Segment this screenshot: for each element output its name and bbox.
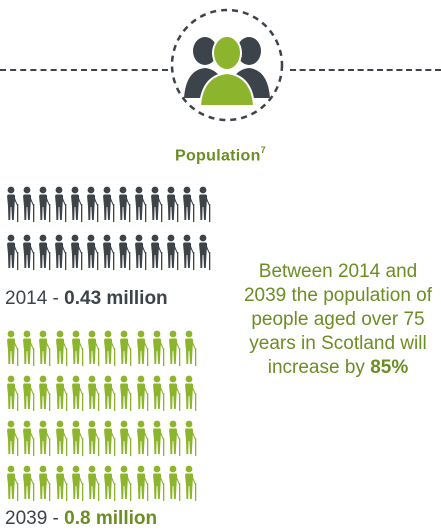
elderly-person-icon: [55, 420, 67, 456]
elderly-person-icon: [7, 420, 19, 456]
elderly-person-icon: [71, 330, 84, 366]
elderly-person-icon: [39, 330, 51, 366]
elderly-person-icon: [168, 465, 181, 501]
elderly-person-icon: [152, 420, 164, 456]
icon-row: [5, 330, 197, 366]
elderly-person-icon: [7, 186, 19, 222]
icon-row: [5, 465, 197, 501]
elderly-person-icon: [104, 375, 116, 411]
elderly-person-icon: [104, 420, 116, 456]
dashed-divider-right: [290, 69, 441, 71]
elderly-person-icon: [7, 234, 19, 270]
elderly-person-icon: [55, 186, 67, 222]
elderly-person-icon: [119, 234, 131, 270]
dashed-divider-left: [0, 69, 168, 71]
stat-2039-label: 2039 - 0.8 million: [5, 508, 157, 530]
elderly-person-icon: [55, 375, 67, 411]
stat-2039-value: 0.8 million: [64, 508, 158, 529]
elderly-person-icon: [39, 420, 51, 456]
elderly-person-icon: [23, 234, 35, 270]
elderly-person-icon: [152, 375, 164, 411]
elderly-person-icon: [55, 330, 67, 366]
section-title-text: Population: [175, 147, 261, 165]
elderly-person-icon: [136, 465, 148, 501]
elderly-person-icon: [199, 234, 211, 270]
icon-row: [5, 234, 211, 270]
elderly-person-icon: [88, 375, 100, 411]
elderly-person-icon: [185, 330, 197, 366]
elderly-person-icon: [167, 234, 179, 270]
elderly-person-icon: [103, 186, 115, 222]
fact-highlight: 85%: [370, 357, 409, 378]
elderly-person-icon: [55, 234, 67, 270]
elderly-person-icon: [39, 465, 51, 501]
elderly-person-icon: [120, 420, 132, 456]
elderly-person-icon: [23, 465, 35, 501]
stat-2014-year: 2014: [5, 288, 48, 309]
elderly-person-icon: [120, 375, 132, 411]
elderly-person-icon: [87, 186, 99, 222]
elderly-person-icon: [104, 330, 116, 366]
elderly-person-icon: [23, 375, 35, 411]
icon-row: [5, 420, 197, 456]
elderly-person-icon: [119, 186, 131, 222]
elderly-person-icon: [87, 234, 99, 270]
elderly-person-icon: [135, 234, 147, 270]
fact-body: Between 2014 and 2039 the population of …: [243, 261, 433, 378]
elderly-person-icon: [7, 375, 19, 411]
elderly-person-icon: [71, 420, 84, 456]
elderly-person-icon: [152, 330, 164, 366]
elderly-person-icon: [88, 330, 100, 366]
elderly-person-icon: [103, 234, 115, 270]
elderly-person-icon: [7, 330, 19, 366]
elderly-person-icon: [183, 186, 195, 222]
elderly-person-icon: [151, 234, 163, 270]
elderly-person-icon: [71, 465, 84, 501]
elderly-person-icon: [88, 465, 100, 501]
stat-2014-label: 2014 - 0.43 million: [5, 288, 168, 310]
elderly-person-icon: [39, 375, 51, 411]
elderly-person-icon: [120, 465, 132, 501]
elderly-person-icon: [135, 186, 147, 222]
elderly-person-icon: [55, 465, 67, 501]
section-title: Population7: [0, 145, 441, 165]
icon-row: [5, 186, 211, 222]
elderly-person-icon: [23, 330, 35, 366]
elderly-person-icon: [168, 330, 181, 366]
people-group-icon: [170, 8, 284, 122]
elderly-person-icon: [151, 186, 163, 222]
elderly-person-icon: [104, 465, 116, 501]
elderly-person-icon: [7, 465, 19, 501]
elderly-person-icon: [71, 186, 83, 222]
elderly-person-icon: [88, 420, 100, 456]
icon-row: [5, 375, 197, 411]
elderly-person-icon: [39, 186, 51, 222]
elderly-person-icon: [183, 234, 195, 270]
elderly-person-icon: [120, 330, 132, 366]
elderly-person-icon: [185, 465, 197, 501]
stat-2014-separator: -: [47, 288, 65, 309]
elderly-person-icon: [39, 234, 51, 270]
elderly-person-icon: [152, 465, 164, 501]
elderly-person-icon: [136, 420, 148, 456]
elderly-person-icon: [185, 420, 197, 456]
elderly-person-icon: [185, 375, 197, 411]
elderly-person-icon: [71, 375, 84, 411]
elderly-person-icon: [136, 330, 148, 366]
elderly-person-icon: [23, 420, 35, 456]
footnote-marker: 7: [260, 145, 266, 155]
stat-2014-value: 0.43 million: [64, 288, 168, 309]
elderly-person-icon: [168, 375, 181, 411]
elderly-person-icon: [168, 420, 181, 456]
elderly-person-icon: [136, 375, 148, 411]
elderly-person-icon: [71, 234, 83, 270]
stat-2039-separator: -: [47, 508, 65, 529]
elderly-person-icon: [199, 186, 211, 222]
stat-2039-year: 2039: [5, 508, 48, 529]
fact-text: Between 2014 and 2039 the population of …: [238, 260, 438, 380]
elderly-person-icon: [167, 186, 179, 222]
elderly-person-icon: [23, 186, 35, 222]
